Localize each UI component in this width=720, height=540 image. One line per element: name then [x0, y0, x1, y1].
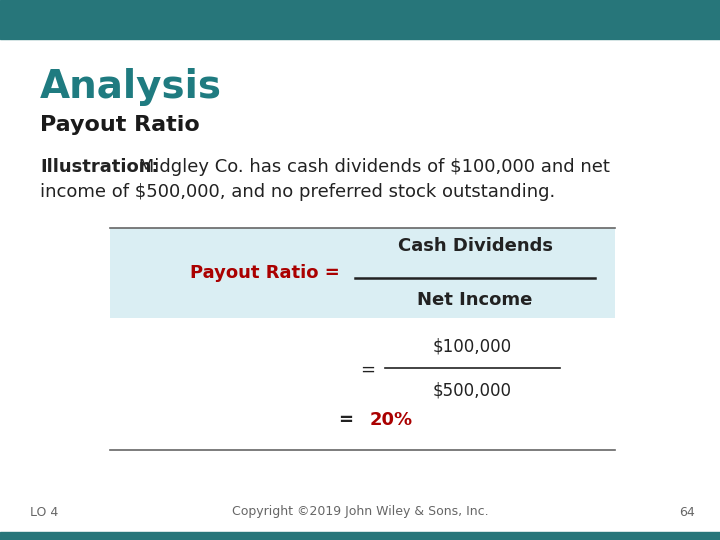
Text: Midgley Co. has cash dividends of $100,000 and net: Midgley Co. has cash dividends of $100,0… [133, 158, 610, 176]
Text: income of $500,000, and no preferred stock outstanding.: income of $500,000, and no preferred sto… [40, 183, 555, 201]
Text: Net Income: Net Income [418, 291, 533, 309]
Text: Payout Ratio: Payout Ratio [40, 115, 199, 135]
Text: LO 4: LO 4 [30, 505, 58, 518]
Text: $100,000: $100,000 [433, 338, 512, 356]
Text: =: = [338, 411, 360, 429]
Text: Copyright ©2019 John Wiley & Sons, Inc.: Copyright ©2019 John Wiley & Sons, Inc. [232, 505, 488, 518]
Text: Payout Ratio =: Payout Ratio = [190, 264, 340, 282]
Text: 20%: 20% [370, 411, 413, 429]
Text: =: = [360, 361, 375, 379]
Text: Cash Dividends: Cash Dividends [397, 237, 552, 255]
Text: Illustration:: Illustration: [40, 158, 158, 176]
Bar [110, 228, 615, 318]
Text: $500,000: $500,000 [433, 381, 512, 399]
Text: 64: 64 [679, 505, 695, 518]
Text: Analysis: Analysis [40, 68, 222, 106]
